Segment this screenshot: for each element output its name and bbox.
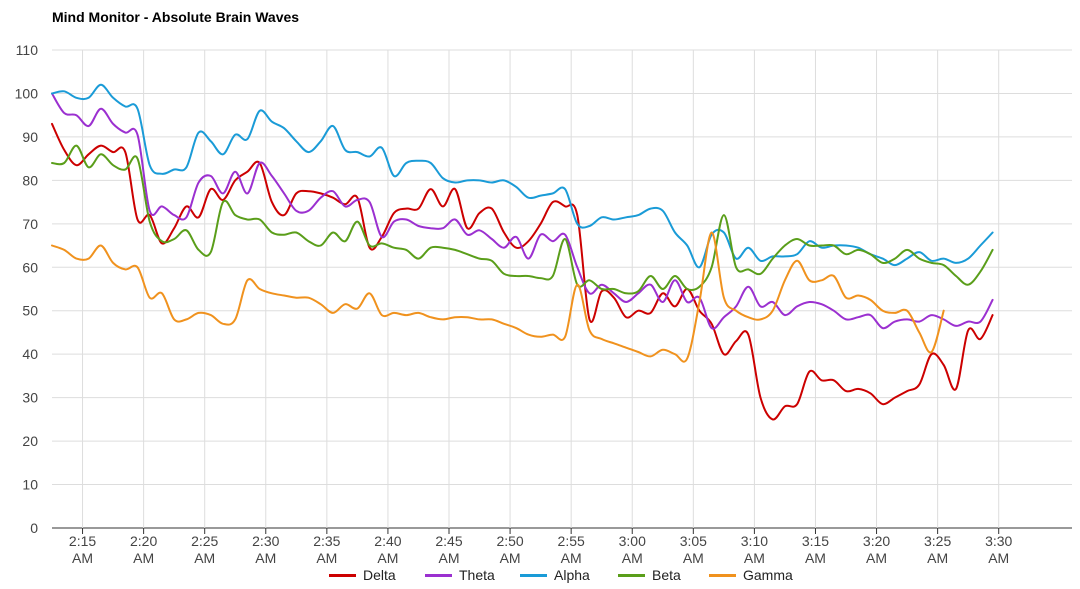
- y-tick-label: 80: [22, 172, 38, 188]
- x-tick-label-ampm: AM: [683, 550, 704, 565]
- legend-swatch: [618, 573, 645, 577]
- x-tick-label-ampm: AM: [622, 550, 643, 565]
- x-tick-label-ampm: AM: [561, 550, 582, 565]
- legend-label: Alpha: [554, 567, 590, 583]
- x-tick-label-ampm: AM: [133, 550, 154, 565]
- legend-swatch: [520, 573, 547, 577]
- x-tick-label-time: 2:45: [435, 533, 462, 549]
- y-tick-label: 40: [22, 346, 38, 362]
- y-tick-label: 0: [30, 520, 38, 536]
- x-tick-label-time: 2:25: [191, 533, 218, 549]
- x-tick-label-ampm: AM: [866, 550, 887, 565]
- x-tick-label-time: 2:30: [252, 533, 279, 549]
- x-tick-label-time: 2:15: [69, 533, 96, 549]
- legend-label: Beta: [652, 567, 681, 583]
- y-tick-label: 100: [15, 85, 39, 101]
- x-tick-label-time: 3:25: [924, 533, 951, 549]
- y-tick-label: 90: [22, 129, 38, 145]
- x-tick-label-time: 3:00: [619, 533, 646, 549]
- series-lines: [51, 83, 994, 421]
- x-tick-label-time: 3:10: [741, 533, 768, 549]
- x-tick-label-time: 2:35: [313, 533, 340, 549]
- series-line-delta: [51, 122, 994, 421]
- y-tick-label: 70: [22, 216, 38, 232]
- y-tick-label: 10: [22, 477, 38, 493]
- x-tick-label-time: 3:15: [802, 533, 829, 549]
- x-tick-label-time: 2:50: [496, 533, 523, 549]
- y-tick-label: 20: [22, 433, 38, 449]
- grid: [52, 49, 1072, 529]
- x-axis: 2:15AM2:20AM2:25AM2:30AM2:35AM2:40AM2:45…: [69, 528, 1013, 565]
- x-tick-label-ampm: AM: [72, 550, 93, 565]
- x-tick-label-time: 3:30: [985, 533, 1012, 549]
- legend: Delta Theta Alpha Beta Gamma: [0, 567, 1080, 587]
- x-tick-label-time: 2:20: [130, 533, 157, 549]
- y-tick-label: 110: [16, 42, 39, 58]
- x-tick-label-ampm: AM: [805, 550, 826, 565]
- x-tick-label-ampm: AM: [377, 550, 398, 565]
- y-tick-label: 30: [22, 390, 38, 406]
- x-tick-label-ampm: AM: [194, 550, 215, 565]
- x-tick-label-ampm: AM: [316, 550, 337, 565]
- y-tick-label: 60: [22, 259, 38, 275]
- series-line-beta: [51, 144, 994, 295]
- x-tick-label-time: 2:55: [558, 533, 585, 549]
- legend-item-theta[interactable]: Theta: [425, 567, 495, 583]
- series-line-theta: [51, 92, 994, 330]
- x-tick-label-ampm: AM: [927, 550, 948, 565]
- x-tick-label-ampm: AM: [439, 550, 460, 565]
- x-tick-label-ampm: AM: [988, 550, 1009, 565]
- x-tick-label-ampm: AM: [500, 550, 521, 565]
- chart-title: Mind Monitor - Absolute Brain Waves: [52, 9, 300, 25]
- series-line-gamma: [51, 231, 945, 363]
- x-tick-label-time: 3:20: [863, 533, 890, 549]
- legend-item-delta[interactable]: Delta: [329, 567, 396, 583]
- y-tick-label: 50: [22, 303, 38, 319]
- x-tick-label-ampm: AM: [255, 550, 276, 565]
- x-tick-label-time: 2:40: [374, 533, 401, 549]
- legend-label: Gamma: [743, 567, 793, 583]
- x-tick-label-time: 3:05: [680, 533, 707, 549]
- y-axis: 0 10 20 30 40 50 60 70 80 90 100 110: [15, 42, 39, 536]
- legend-label: Delta: [363, 567, 396, 583]
- x-tick-label-ampm: AM: [744, 550, 765, 565]
- legend-swatch: [329, 573, 356, 577]
- legend-swatch: [425, 573, 452, 577]
- legend-item-alpha[interactable]: Alpha: [520, 567, 590, 583]
- legend-item-beta[interactable]: Beta: [618, 567, 681, 583]
- legend-label: Theta: [459, 567, 495, 583]
- legend-swatch: [709, 573, 736, 577]
- legend-item-gamma[interactable]: Gamma: [709, 567, 793, 583]
